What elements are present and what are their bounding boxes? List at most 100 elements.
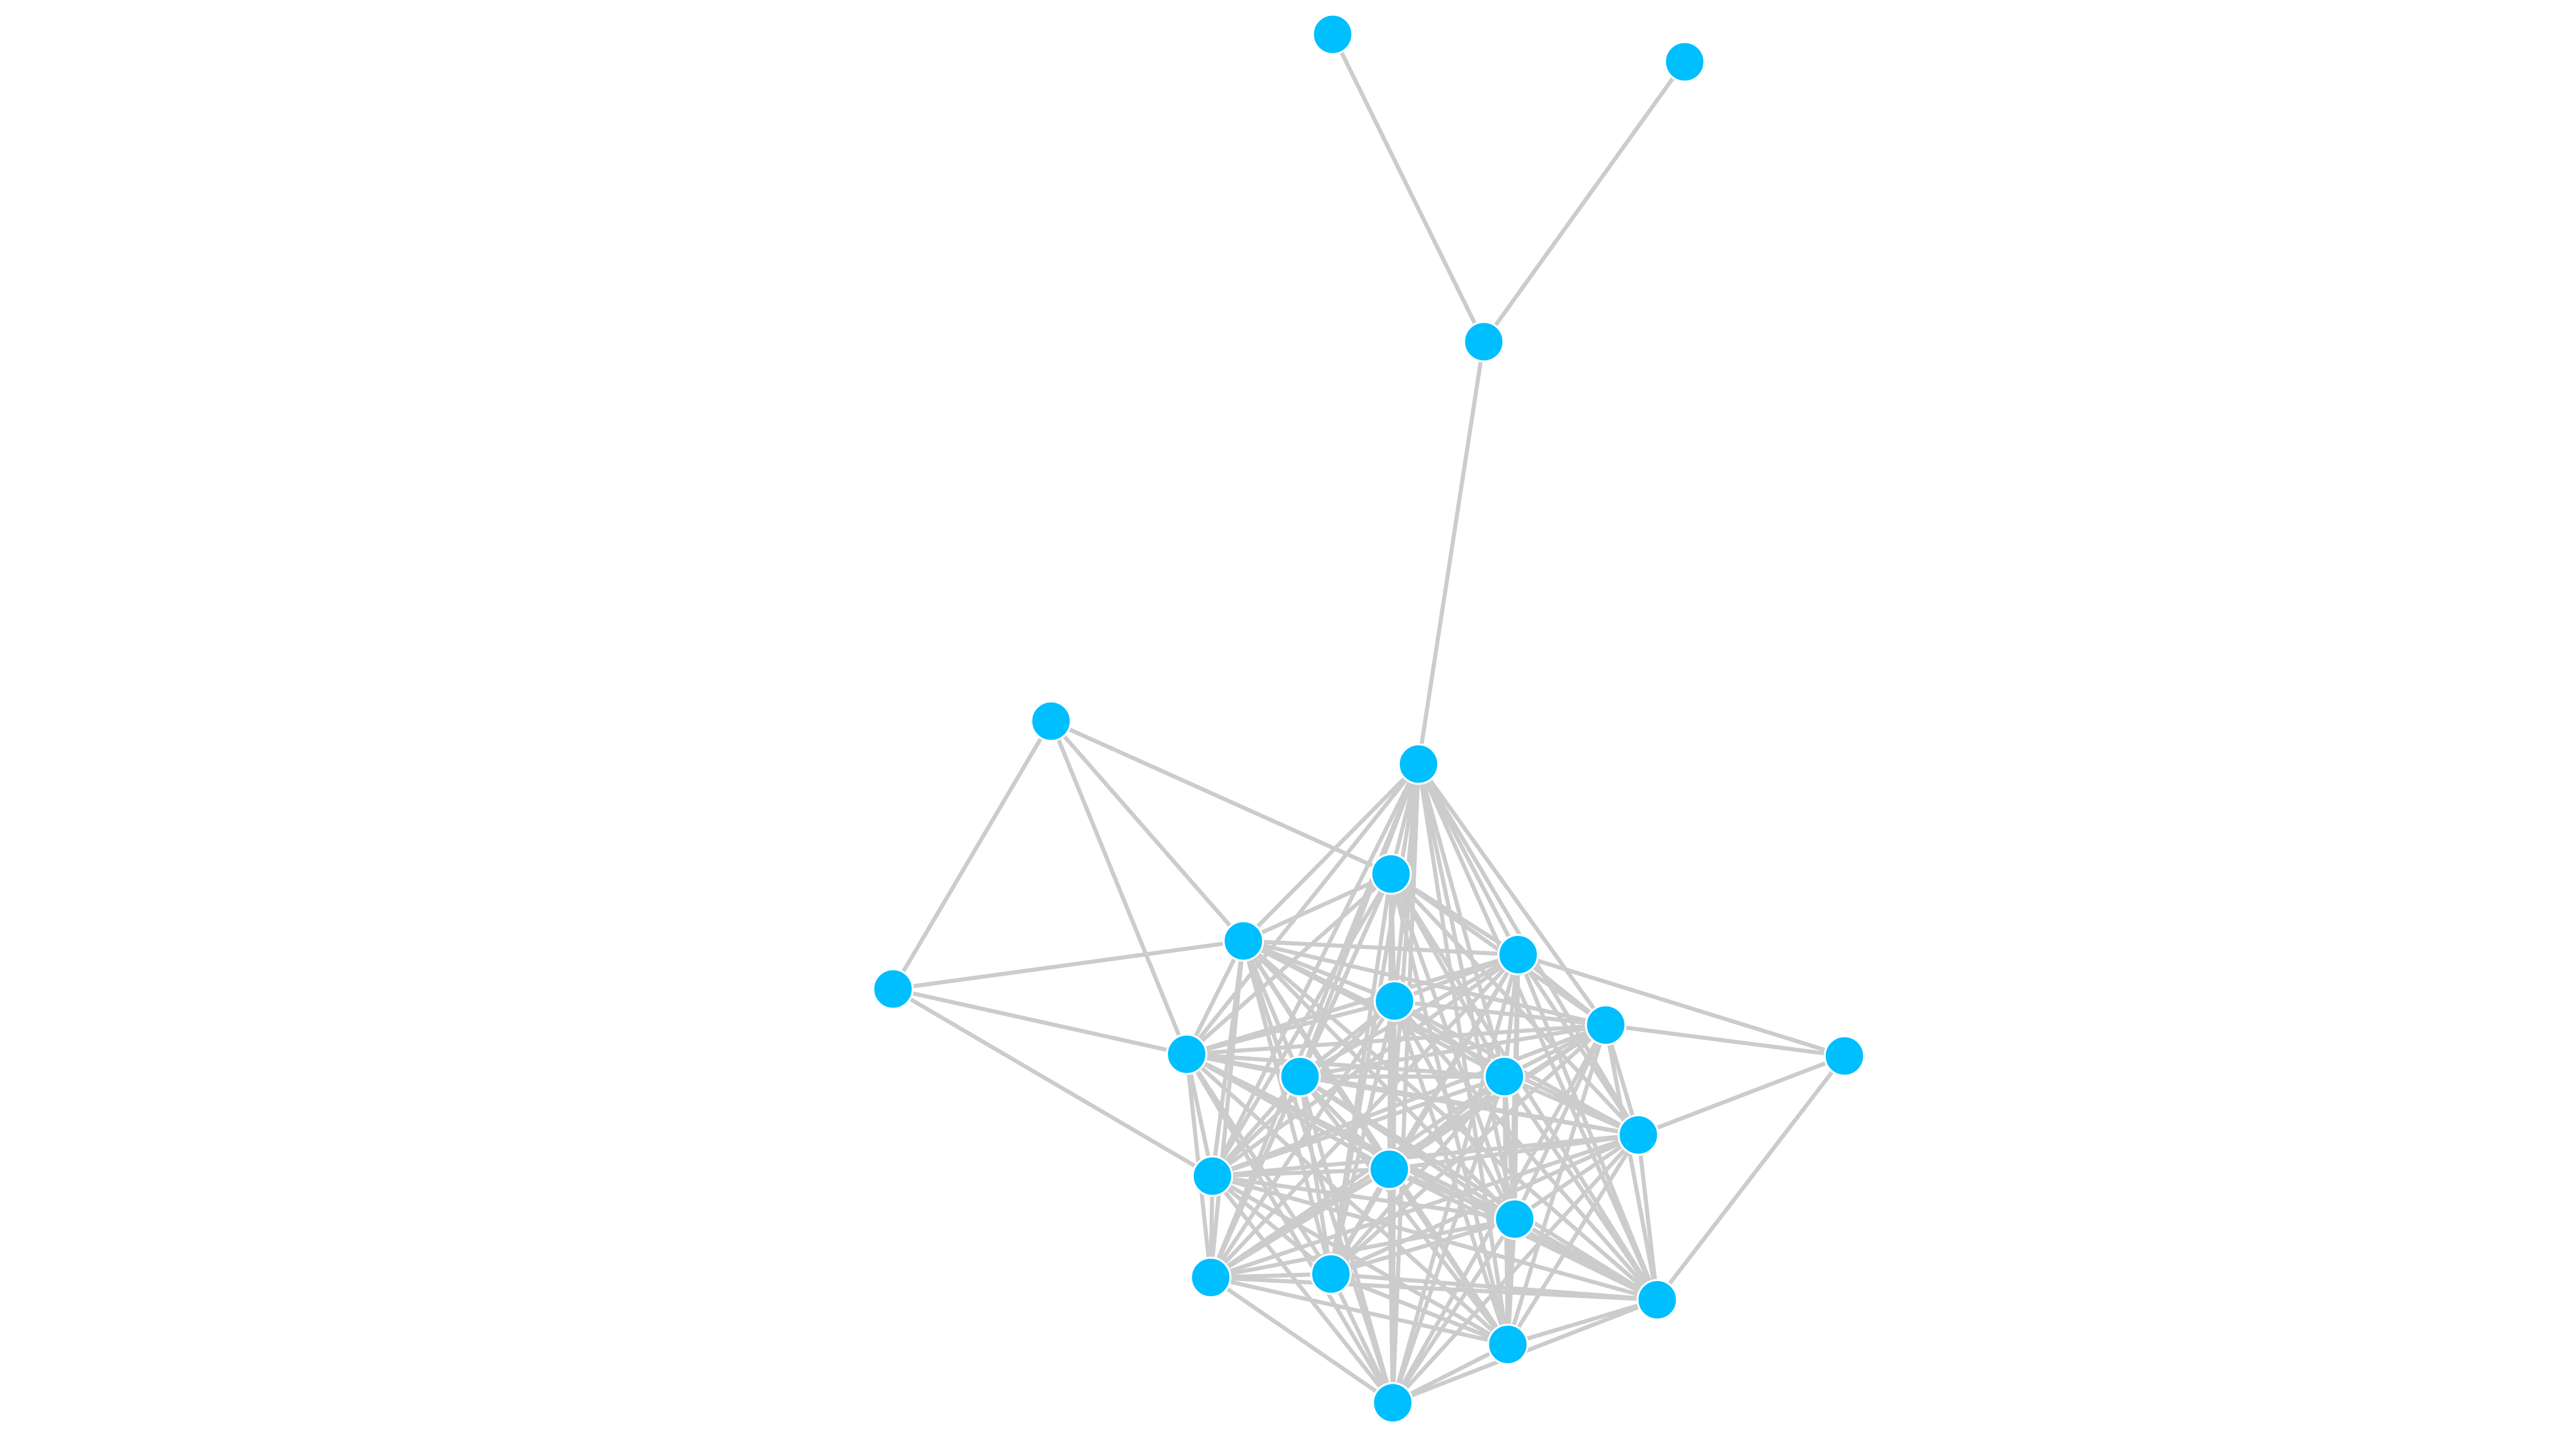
edge-n18-n21 xyxy=(1514,1217,1658,1302)
node-n13[interactable] xyxy=(1279,1055,1321,1098)
edge-n9-n19 xyxy=(1209,1000,1396,1279)
node-n10[interactable] xyxy=(1585,1004,1627,1046)
edge-n16-n18 xyxy=(1212,1174,1515,1221)
node-n1[interactable] xyxy=(1664,41,1706,83)
node-n11[interactable] xyxy=(1823,1035,1866,1077)
edge-n0-n2 xyxy=(1331,33,1486,343)
node-n0[interactable] xyxy=(1312,13,1354,55)
edge-n14-n15 xyxy=(1503,1075,1639,1137)
edge-n14-n20 xyxy=(1329,1075,1506,1275)
edge-n16-n23 xyxy=(1211,1174,1395,1404)
node-n19[interactable] xyxy=(1190,1256,1232,1299)
node-n17[interactable] xyxy=(1368,1148,1411,1190)
edge-n12-n21 xyxy=(1185,1052,1658,1302)
edge-n20-n23 xyxy=(1329,1273,1395,1404)
edge-n13-n17 xyxy=(1298,1075,1391,1171)
edge-n4-n7 xyxy=(891,720,1053,991)
edge-n11-n15 xyxy=(1637,1054,1845,1137)
edge-n9-n14 xyxy=(1393,999,1506,1079)
edge-n14-n16 xyxy=(1212,1075,1505,1179)
edge-n8-n12 xyxy=(1186,952,1519,1056)
edge-n5-n18 xyxy=(1389,873,1517,1220)
edge-n13-n19 xyxy=(1209,1076,1302,1278)
edge-n6-n9 xyxy=(1242,939,1396,1003)
edge-n15-n16 xyxy=(1212,1133,1639,1179)
edge-n13-n22 xyxy=(1298,1075,1510,1346)
node-n22[interactable] xyxy=(1487,1323,1529,1366)
edge-n22-n23 xyxy=(1392,1342,1509,1405)
node-n23[interactable] xyxy=(1372,1382,1414,1424)
edge-n15-n17 xyxy=(1389,1133,1639,1171)
edge-n21-n22 xyxy=(1507,1298,1658,1346)
edge-n20-n21 xyxy=(1331,1272,1657,1302)
edge-n13-n16 xyxy=(1211,1075,1302,1178)
edge-n20-n22 xyxy=(1330,1272,1509,1346)
edge-n19-n22 xyxy=(1210,1275,1509,1346)
edge-n18-n23 xyxy=(1391,1218,1517,1404)
edge-n15-n18 xyxy=(1513,1133,1640,1221)
edge-n17-n22 xyxy=(1387,1168,1510,1346)
edge-n7-n16 xyxy=(892,987,1214,1178)
edge-n11-n8 xyxy=(1517,952,1845,1058)
node-n7[interactable] xyxy=(872,968,914,1010)
edge-n15-n21 xyxy=(1636,1134,1659,1300)
edge-n12-n22 xyxy=(1185,1052,1510,1346)
edge-n17-n19 xyxy=(1209,1167,1391,1280)
node-n2[interactable] xyxy=(1463,321,1505,363)
edge-n10-n12 xyxy=(1187,1023,1606,1056)
edge-n10-n13 xyxy=(1299,1023,1606,1079)
edge-n11-n21 xyxy=(1655,1054,1846,1301)
edge-n3-n10 xyxy=(1417,763,1607,1027)
edge-n9-n12 xyxy=(1186,999,1395,1056)
edge-n6-n19 xyxy=(1209,941,1246,1278)
edge-n5-n22 xyxy=(1389,873,1510,1345)
edge-n5-n20 xyxy=(1329,874,1393,1274)
node-n9[interactable] xyxy=(1374,980,1416,1022)
edge-n9-n10 xyxy=(1394,999,1606,1027)
node-n15[interactable] xyxy=(1617,1114,1659,1156)
edge-n15-n22 xyxy=(1506,1134,1640,1346)
node-n21[interactable] xyxy=(1636,1279,1679,1321)
edge-n10-n16 xyxy=(1211,1023,1607,1179)
node-n3[interactable] xyxy=(1398,743,1439,785)
edge-n18-n22 xyxy=(1505,1219,1517,1345)
edge-n6-n8 xyxy=(1243,939,1518,957)
node-n12[interactable] xyxy=(1166,1033,1208,1075)
edge-n7-n6 xyxy=(892,939,1244,991)
edge-n3-n21 xyxy=(1416,763,1659,1301)
edge-n12-n14 xyxy=(1187,1052,1505,1079)
node-n4[interactable] xyxy=(1030,700,1072,742)
edge-n2-n3 xyxy=(1416,341,1486,764)
node-n6[interactable] xyxy=(1223,920,1264,962)
edge-n3-n12 xyxy=(1185,762,1420,1056)
node-n5[interactable] xyxy=(1370,853,1412,895)
node-n18[interactable] xyxy=(1494,1198,1536,1240)
edge-n11-n10 xyxy=(1605,1023,1845,1058)
edge-n10-n21 xyxy=(1603,1025,1659,1301)
edge-n4-n6 xyxy=(1049,720,1245,943)
edge-n1-n2 xyxy=(1482,60,1687,343)
edge-n19-n21 xyxy=(1210,1275,1657,1302)
edge-n14-n21 xyxy=(1502,1075,1659,1301)
edge-n3-n6 xyxy=(1242,762,1420,943)
node-n14[interactable] xyxy=(1483,1055,1526,1098)
edge-n18-n20 xyxy=(1330,1217,1516,1276)
edge-n7-n12 xyxy=(892,987,1188,1056)
edge-n4-n12 xyxy=(1049,720,1189,1055)
edge-n16-n22 xyxy=(1211,1174,1509,1346)
node-n20[interactable] xyxy=(1310,1253,1352,1295)
edge-n6-n12 xyxy=(1184,940,1245,1055)
edge-n18-n19 xyxy=(1210,1217,1515,1280)
edge-n14-n19 xyxy=(1209,1075,1506,1280)
edge-n15-n23 xyxy=(1391,1133,1640,1405)
node-n8[interactable] xyxy=(1497,934,1539,976)
node-n16[interactable] xyxy=(1192,1155,1233,1197)
edge-n13-n23 xyxy=(1298,1076,1395,1404)
edge-n15-n20 xyxy=(1330,1133,1639,1276)
nodes-layer xyxy=(872,13,1866,1424)
edge-n16-n17 xyxy=(1212,1167,1389,1179)
edge-n5-n6 xyxy=(1242,872,1392,943)
edge-n19-n23 xyxy=(1209,1275,1394,1405)
edges-layer xyxy=(891,33,1846,1405)
